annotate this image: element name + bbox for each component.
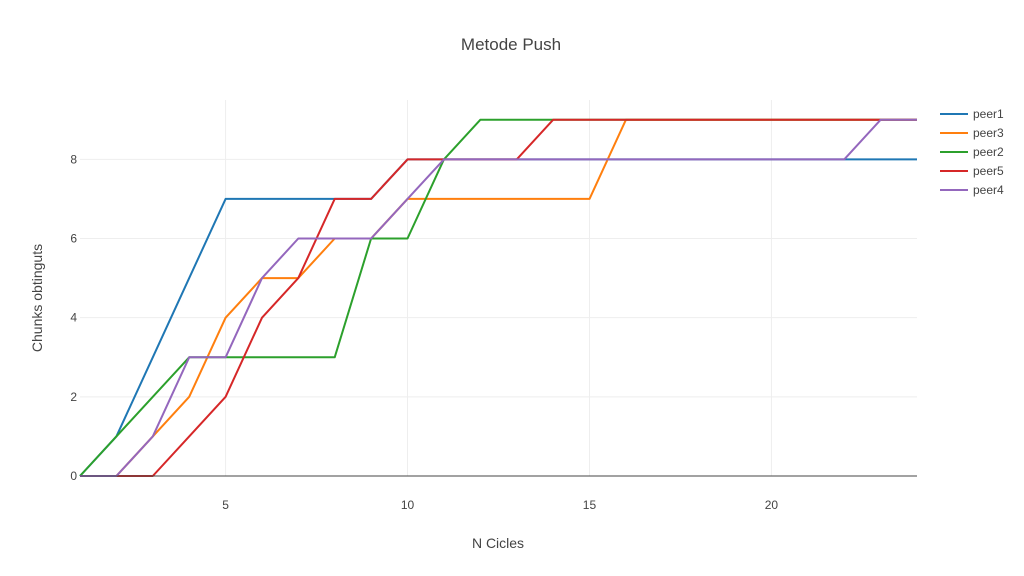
legend-label: peer3 xyxy=(973,126,1004,140)
legend-label: peer2 xyxy=(973,145,1004,159)
x-axis: 5 10 15 20 xyxy=(222,498,778,512)
legend-item-peer1[interactable]: peer1 xyxy=(940,107,1004,121)
plot-area xyxy=(79,118,917,477)
x-tick-label: 5 xyxy=(222,498,229,512)
y-tick-label: 8 xyxy=(70,152,77,166)
series-line-peer3[interactable] xyxy=(80,118,917,477)
legend-item-peer2[interactable]: peer2 xyxy=(940,145,1004,159)
legend[interactable]: peer1 peer3 peer2 peer5 peer4 xyxy=(940,107,1004,197)
y-tick-label: 0 xyxy=(70,469,77,483)
x-tick-label: 15 xyxy=(583,498,597,512)
x-tick-label: 20 xyxy=(765,498,779,512)
series-line-peer2[interactable] xyxy=(79,118,917,477)
y-tick-label: 6 xyxy=(70,232,77,246)
grid xyxy=(80,100,917,476)
y-axis: 0 2 4 6 8 xyxy=(70,152,77,483)
legend-label: peer5 xyxy=(973,164,1004,178)
y-tick-label: 2 xyxy=(70,390,77,404)
y-axis-title: Chunks obtinguts xyxy=(29,244,45,352)
legend-item-peer4[interactable]: peer4 xyxy=(940,183,1004,197)
legend-item-peer3[interactable]: peer3 xyxy=(940,126,1004,140)
series-line-peer5[interactable] xyxy=(80,118,917,477)
series-line-peer4[interactable] xyxy=(80,118,917,477)
legend-label: peer4 xyxy=(973,183,1004,197)
y-tick-label: 4 xyxy=(70,311,77,325)
legend-item-peer5[interactable]: peer5 xyxy=(940,164,1004,178)
legend-label: peer1 xyxy=(973,107,1004,121)
chart-title: Metode Push xyxy=(461,35,561,54)
x-axis-title: N Cicles xyxy=(472,535,524,551)
x-tick-label: 10 xyxy=(401,498,415,512)
